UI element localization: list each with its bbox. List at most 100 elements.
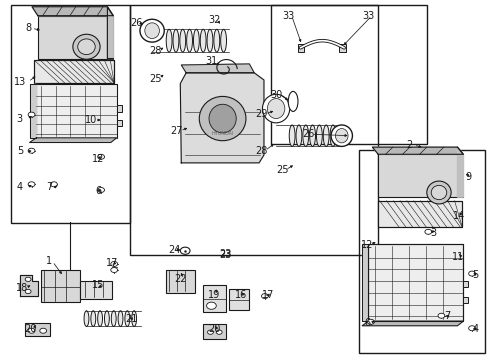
Bar (36, 84, 116, 138)
Circle shape (437, 313, 444, 318)
Text: 3: 3 (17, 114, 23, 124)
Text: 6: 6 (95, 186, 102, 197)
Ellipse shape (73, 34, 100, 59)
Text: 9: 9 (464, 172, 470, 182)
Polygon shape (30, 138, 116, 143)
Polygon shape (362, 321, 462, 326)
Text: 33: 33 (282, 11, 294, 21)
Text: 18: 18 (16, 283, 28, 293)
Ellipse shape (295, 125, 301, 147)
Text: 25: 25 (148, 73, 161, 84)
Text: 19: 19 (208, 290, 220, 300)
Ellipse shape (287, 91, 297, 111)
Text: 30: 30 (270, 90, 282, 100)
Bar (377, 201, 461, 227)
Text: HYUNDAI: HYUNDAI (211, 131, 233, 136)
Ellipse shape (78, 39, 95, 55)
Text: 1: 1 (46, 256, 52, 266)
Text: 23: 23 (219, 250, 231, 260)
Circle shape (98, 188, 104, 193)
Text: 17: 17 (106, 258, 118, 268)
Ellipse shape (118, 311, 122, 327)
Bar (358, 150, 484, 353)
Text: 27: 27 (170, 126, 183, 136)
Bar (368, 244, 462, 321)
Text: 23: 23 (219, 249, 231, 259)
Circle shape (111, 267, 117, 273)
Ellipse shape (329, 125, 335, 147)
Text: 6: 6 (363, 318, 369, 328)
Polygon shape (181, 64, 254, 73)
Ellipse shape (426, 181, 450, 204)
Bar (130, 5, 377, 255)
Bar (11, 5, 130, 223)
Text: 20: 20 (24, 324, 37, 334)
Polygon shape (372, 147, 462, 154)
Text: 22: 22 (174, 274, 186, 284)
Circle shape (111, 261, 117, 266)
Circle shape (424, 229, 431, 234)
Text: 8: 8 (25, 23, 31, 33)
Circle shape (216, 330, 222, 334)
Bar (271, 5, 426, 144)
Bar (116, 120, 122, 126)
Bar (203, 285, 225, 312)
Ellipse shape (91, 311, 96, 327)
Polygon shape (32, 7, 113, 16)
Circle shape (206, 302, 216, 309)
Circle shape (468, 271, 474, 276)
Circle shape (25, 289, 31, 294)
Text: 16: 16 (234, 290, 246, 300)
Ellipse shape (144, 23, 159, 39)
Text: 24: 24 (167, 245, 180, 255)
Ellipse shape (302, 125, 308, 147)
Bar (377, 201, 461, 227)
Text: 15: 15 (92, 280, 104, 291)
Polygon shape (107, 7, 113, 59)
Polygon shape (362, 244, 368, 321)
Circle shape (28, 328, 35, 333)
Circle shape (98, 154, 104, 159)
Text: 4: 4 (471, 324, 478, 334)
Bar (38, 16, 113, 59)
Ellipse shape (131, 311, 136, 327)
Polygon shape (180, 73, 264, 163)
Ellipse shape (111, 311, 116, 327)
Bar (462, 281, 467, 287)
Bar (116, 105, 122, 112)
Bar (368, 244, 462, 321)
Bar (228, 289, 249, 310)
Circle shape (50, 182, 57, 187)
Circle shape (207, 330, 213, 334)
Text: 14: 14 (452, 211, 465, 221)
Text: 20: 20 (208, 324, 220, 334)
Circle shape (180, 247, 190, 254)
Ellipse shape (208, 104, 236, 133)
Text: 21: 21 (125, 314, 138, 324)
Ellipse shape (98, 311, 102, 327)
Text: 17: 17 (261, 290, 273, 300)
Circle shape (40, 328, 46, 333)
Bar (34, 60, 114, 83)
Ellipse shape (193, 29, 199, 52)
Text: 7: 7 (46, 182, 52, 192)
Text: 12: 12 (92, 154, 104, 163)
Ellipse shape (140, 19, 164, 42)
Circle shape (28, 182, 35, 187)
Ellipse shape (180, 29, 185, 52)
Text: 11: 11 (451, 252, 464, 262)
Ellipse shape (430, 185, 446, 200)
Text: 2: 2 (406, 140, 412, 150)
Ellipse shape (206, 29, 212, 52)
Circle shape (261, 294, 268, 298)
Text: 28: 28 (255, 146, 267, 156)
Ellipse shape (309, 125, 315, 147)
Ellipse shape (330, 125, 352, 147)
Text: 12: 12 (360, 240, 372, 250)
Text: 5: 5 (17, 147, 23, 157)
Ellipse shape (288, 125, 294, 147)
Bar (203, 324, 225, 339)
Bar (80, 281, 112, 298)
Text: 29: 29 (255, 109, 267, 119)
Bar (25, 323, 50, 337)
